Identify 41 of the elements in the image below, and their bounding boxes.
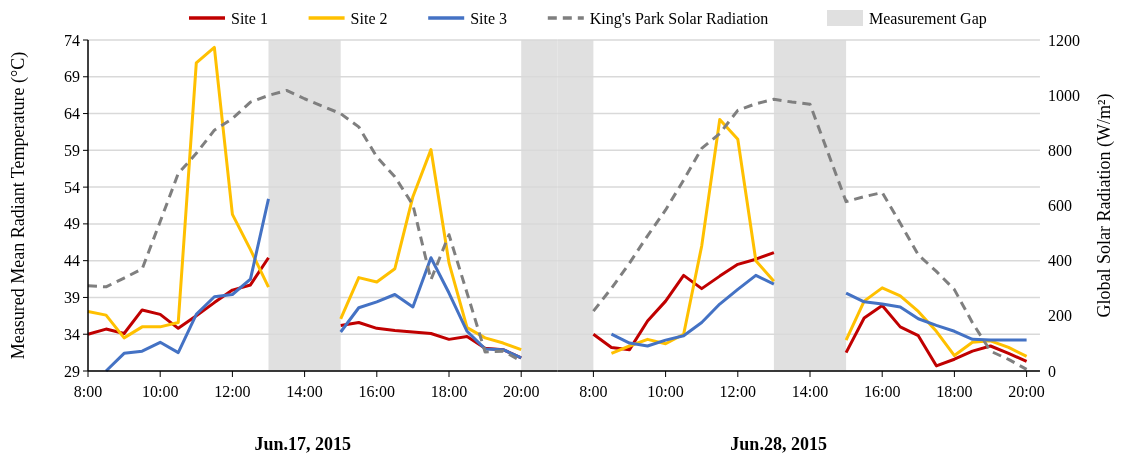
x-tick-label: 16:00 (358, 383, 396, 400)
y2-tick-label: 400 (1047, 252, 1072, 270)
y-tick-label: 44 (64, 252, 80, 270)
x-tick-label: 14:00 (791, 383, 829, 400)
legend-label: King's Park Solar Radiation (589, 9, 769, 28)
line-series (591, 97, 1029, 371)
y-tick-label: 29 (64, 362, 80, 380)
y2-tick-label: 1000 (1047, 86, 1080, 104)
y2-axis-title: Global Solar Radiation (W/m²) (1094, 93, 1115, 318)
y2-tick-label: 200 (1047, 307, 1072, 325)
legend-label: Measurement Gap (869, 9, 987, 28)
y-axis-title: Measured Mean Radiant Temperature (°C) (8, 51, 29, 360)
y-tick-label: 59 (64, 141, 80, 159)
text: Jun.17, 2015 (254, 434, 351, 454)
x-tick-label: 8:00 (73, 383, 103, 400)
x-tick-label: 20:00 (502, 383, 540, 400)
x-tick-label: 18:00 (936, 383, 973, 400)
y-tick-label: 74 (64, 31, 80, 49)
y2-tick-label: 0 (1047, 362, 1056, 380)
x-tick-label: 10:00 (647, 383, 684, 400)
y-tick-label: 49 (64, 215, 80, 233)
x-tick-label: 18:00 (430, 383, 468, 400)
y-tick-label: 64 (64, 105, 80, 123)
text: Jun.28, 2015 (730, 434, 827, 454)
x-tick-label: 12:00 (719, 383, 757, 400)
y2-tick-label: 600 (1047, 197, 1072, 215)
x-tick-label: 14:00 (286, 383, 323, 400)
y2-tick-label: 1200 (1047, 31, 1080, 49)
x-tick-label: 16:00 (863, 383, 901, 400)
x-tick-label: 10:00 (141, 383, 179, 400)
legend-label: Site 3 (470, 9, 508, 27)
y-tick-label: 54 (64, 178, 80, 196)
y-tick-label: 39 (64, 289, 80, 307)
legend-label: Site 2 (350, 9, 388, 27)
x-tick-label: 20:00 (1008, 383, 1045, 400)
y-tick-label: 69 (64, 68, 80, 86)
y-tick-label: 34 (64, 325, 80, 343)
legend-label: Site 1 (231, 9, 268, 27)
y2-tick-label: 800 (1047, 141, 1072, 159)
x-tick-label: 12:00 (214, 383, 251, 400)
x-tick-label: 8:00 (579, 383, 608, 400)
